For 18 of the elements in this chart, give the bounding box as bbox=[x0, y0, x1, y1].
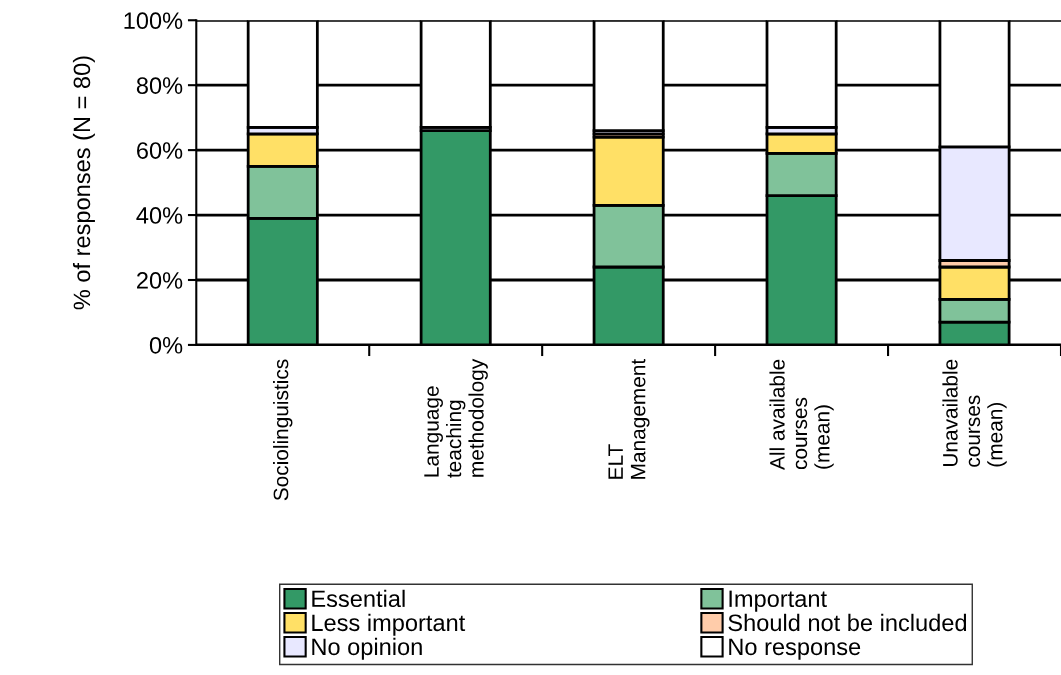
legend-label: Less important bbox=[312, 613, 466, 636]
y-tick-label: 20% bbox=[137, 272, 183, 289]
legend-label: Essential bbox=[312, 589, 405, 608]
y-tick-label: 80% bbox=[136, 77, 183, 94]
x-tick-label: Sociolinguistics bbox=[273, 359, 293, 501]
y-tick-label: 0% bbox=[149, 336, 183, 354]
legend-label: Should not be included bbox=[728, 613, 967, 632]
x-tick-label: Unavailable courses (mean) bbox=[942, 359, 1007, 467]
legend-label: No opinion bbox=[312, 637, 422, 660]
x-tick-label: All available courses (mean) bbox=[769, 359, 834, 470]
y-tick-label: 40% bbox=[136, 207, 183, 224]
x-tick-label: ELT Management bbox=[608, 358, 650, 479]
legend-label: No response bbox=[729, 638, 861, 660]
legend-label: Important bbox=[729, 590, 827, 612]
y-tick-label: 100% bbox=[124, 12, 183, 30]
x-tick-label: Language teaching methodology bbox=[424, 358, 488, 478]
y-axis-title: % of responses (N = 80) bbox=[72, 56, 95, 310]
y-tick-label: 60% bbox=[137, 142, 183, 159]
